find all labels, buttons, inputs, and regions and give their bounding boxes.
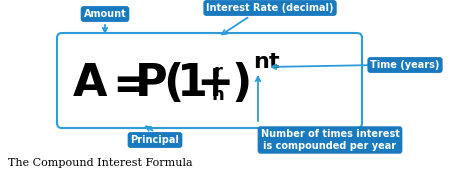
Text: $\mathbf{r}$: $\mathbf{r}$ (213, 63, 223, 81)
Text: $\mathbf{1}$: $\mathbf{1}$ (176, 61, 206, 105)
FancyBboxPatch shape (57, 33, 362, 128)
Text: $\mathbf{=}$: $\mathbf{=}$ (104, 61, 147, 105)
Text: Principal: Principal (130, 135, 180, 145)
Text: The Compound Interest Formula: The Compound Interest Formula (8, 158, 192, 168)
Text: $\mathbf{n}$: $\mathbf{n}$ (211, 86, 225, 104)
Text: Time (years): Time (years) (370, 60, 440, 70)
Text: Interest Rate (decimal): Interest Rate (decimal) (206, 3, 334, 13)
Text: $\mathbf{)}$: $\mathbf{)}$ (231, 61, 249, 105)
Text: $\mathbf{+}$: $\mathbf{+}$ (196, 61, 231, 105)
Text: Number of times interest
is compounded per year: Number of times interest is compounded p… (261, 129, 400, 151)
Text: $\mathbf{A}$: $\mathbf{A}$ (72, 61, 108, 105)
Text: Amount: Amount (83, 9, 127, 19)
Text: $\mathbf{(}$: $\mathbf{(}$ (163, 61, 182, 105)
Text: $\mathbf{nt}$: $\mathbf{nt}$ (253, 51, 281, 73)
Text: $\mathbf{P}$: $\mathbf{P}$ (134, 61, 167, 105)
